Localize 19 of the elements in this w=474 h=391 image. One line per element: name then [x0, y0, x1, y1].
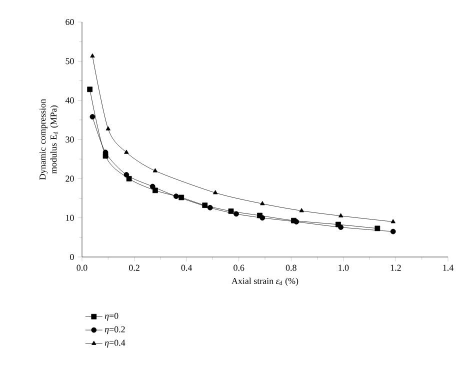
legend-label: η=0.2	[104, 326, 125, 334]
y-tick-label: 60	[66, 18, 74, 26]
y-tick-label: 50	[66, 58, 74, 64]
x-tick-label: 0.8	[286, 264, 296, 271]
x-tick-label: 1.4	[443, 264, 454, 271]
x-tick-label: 1.2	[390, 264, 401, 271]
x-axis-title: Axial strain ε$_{d}$ (%)	[232, 278, 298, 286]
x-tick-label: 1.0	[338, 264, 349, 271]
y-tick-label: 40	[65, 97, 74, 104]
y-tick-label: 0	[70, 254, 74, 260]
y-tick-label: 30	[66, 136, 74, 143]
legend-label: η=0	[104, 312, 118, 321]
x-tick-label: 0.2	[129, 264, 140, 271]
x-tick-label: 0.6	[234, 264, 244, 271]
y-tick-label: 10	[66, 214, 74, 221]
x-tick-label: 0.4	[181, 264, 192, 271]
legend-label: η=0.4	[104, 340, 126, 348]
x-tick-label: 0.0	[76, 264, 88, 271]
y-tick-label: 20	[66, 176, 74, 182]
